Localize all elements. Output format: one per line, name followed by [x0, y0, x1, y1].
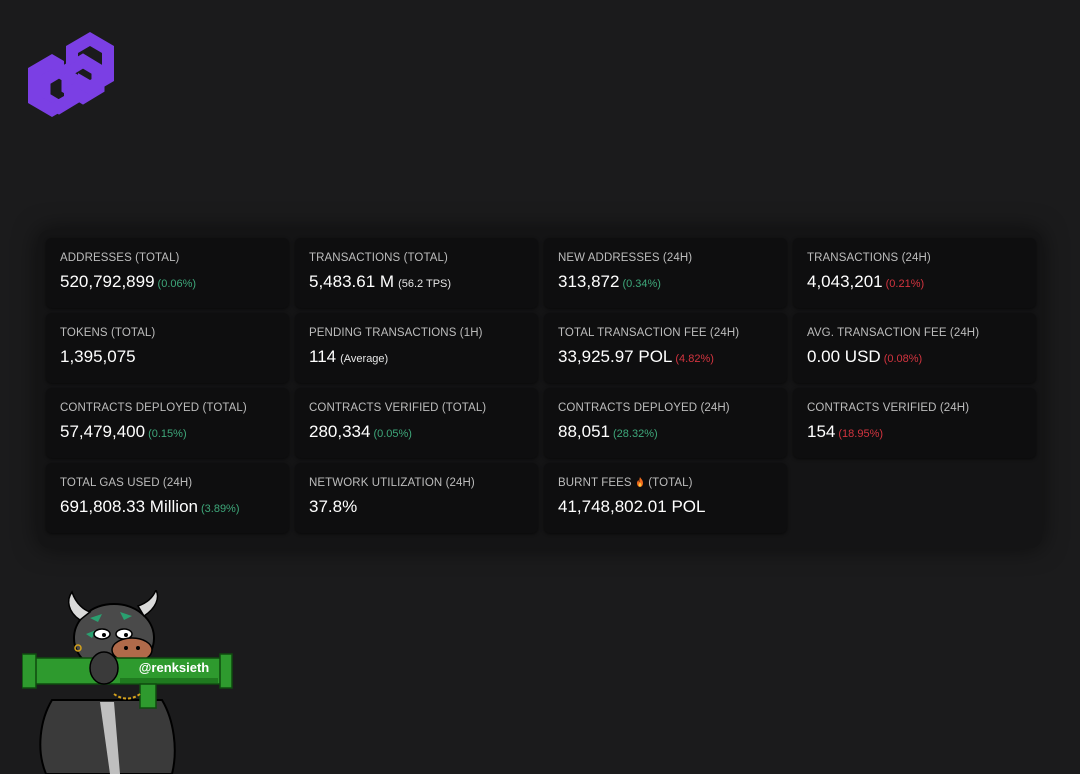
stat-label: TRANSACTIONS (24H) [807, 252, 931, 264]
stat-card-new-addresses-24h: NEW ADDRESSES (24H) 313,872 (0.34%) [544, 238, 787, 308]
stat-value: 691,808.33 Million [60, 497, 198, 516]
stat-change: (0.06%) [157, 278, 197, 290]
stat-card-pending-transactions-1h: PENDING TRANSACTIONS (1H) 114 (Average) [295, 313, 538, 383]
stat-change: (3.89%) [200, 503, 240, 515]
bull-mascot-icon: @renksieth [22, 590, 233, 774]
stat-card-contracts-verified-24h: CONTRACTS VERIFIED (24H) 154 (18.95%) [793, 388, 1036, 458]
stat-value: 1,395,075 [60, 347, 136, 366]
stat-note: (56.2 TPS) [398, 278, 452, 290]
stat-label: CONTRACTS DEPLOYED (24H) [558, 402, 730, 414]
stat-card-contracts-verified-total: CONTRACTS VERIFIED (TOTAL) 280,334 (0.05%… [295, 388, 538, 458]
stat-label: ADDRESSES (TOTAL) [60, 252, 180, 264]
stat-value: 0.00 USD [807, 347, 881, 366]
stat-label: BURNT FEES (TOTAL) [558, 477, 773, 491]
stat-card-burnt-fees-total: BURNT FEES (TOTAL) 41,748,802.01 POL [544, 463, 787, 533]
stat-change: (0.05%) [373, 428, 412, 440]
fire-icon [636, 477, 643, 487]
stat-card-network-utilization-24h: NETWORK UTILIZATION (24H) 37.8% [295, 463, 538, 533]
stat-change: (0.08%) [883, 353, 923, 365]
stat-card-avg-transaction-fee-24h: AVG. TRANSACTION FEE (24H) 0.00 USD (0.08… [793, 313, 1036, 383]
stat-change: (28.32%) [613, 428, 658, 440]
stat-note: (Average) [340, 353, 389, 365]
stat-value: 88,051 [558, 422, 610, 441]
stat-label-suffix: (TOTAL) [648, 477, 693, 489]
stat-label: TRANSACTIONS (TOTAL) [309, 252, 448, 264]
stat-label: PENDING TRANSACTIONS (1H) [309, 327, 483, 339]
stat-change: (4.82%) [675, 353, 714, 365]
stat-value: 4,043,201 [807, 272, 883, 291]
stat-card-transactions-24h: TRANSACTIONS (24H) 4,043,201 (0.21%) [793, 238, 1036, 308]
stat-value: 5,483.61 M [309, 272, 395, 291]
stat-value: 280,334 [309, 422, 371, 441]
stat-value: 37.8% [309, 497, 358, 516]
stat-value: 313,872 [558, 272, 620, 291]
stat-label: CONTRACTS DEPLOYED (TOTAL) [60, 402, 247, 414]
stat-change: (0.34%) [622, 278, 661, 290]
stats-grid: ADDRESSES (TOTAL) 520,792,899 (0.06%) TRA… [46, 238, 1036, 533]
stat-label: CONTRACTS VERIFIED (TOTAL) [309, 402, 487, 414]
stat-change: (0.21%) [885, 278, 925, 290]
stat-label: CONTRACTS VERIFIED (24H) [807, 402, 970, 414]
stat-card-total-transaction-fee-24h: TOTAL TRANSACTION FEE (24H) 33,925.97 PO… [544, 313, 787, 383]
stat-value: 57,479,400 [60, 422, 146, 441]
stat-label: TOKENS (TOTAL) [60, 327, 156, 339]
stat-value: 154 [807, 422, 836, 441]
stat-label-text: BURNT FEES [558, 477, 632, 489]
stat-card-contracts-deployed-24h: CONTRACTS DEPLOYED (24H) 88,051 (28.32%) [544, 388, 787, 458]
stat-value: 33,925.97 POL [558, 347, 673, 366]
stat-label: TOTAL TRANSACTION FEE (24H) [558, 327, 740, 339]
stat-card-contracts-deployed-total: CONTRACTS DEPLOYED (TOTAL) 57,479,400 (0.… [46, 388, 289, 458]
stat-card-addresses-total: ADDRESSES (TOTAL) 520,792,899 (0.06%) [46, 238, 289, 308]
stat-value: 520,792,899 [60, 272, 155, 291]
stat-card-transactions-total: TRANSACTIONS (TOTAL) 5,483.61 M (56.2 TPS… [295, 238, 538, 308]
stat-card-total-gas-used-24h: TOTAL GAS USED (24H) 691,808.33 Million(… [46, 463, 289, 533]
polygon-logo-icon [28, 32, 114, 117]
stat-change: (18.95%) [838, 428, 884, 440]
stat-value: 114 [309, 347, 337, 366]
mascot-handle: @renksieth [139, 660, 210, 675]
stat-label: AVG. TRANSACTION FEE (24H) [807, 327, 980, 339]
stat-change: (0.15%) [148, 428, 187, 440]
stat-label: NETWORK UTILIZATION (24H) [309, 477, 475, 489]
stat-label: TOTAL GAS USED (24H) [60, 477, 193, 489]
stat-card-tokens-total: TOKENS (TOTAL) 1,395,075 [46, 313, 289, 383]
stat-value: 41,748,802.01 POL [558, 497, 706, 516]
stats-panel: ADDRESSES (TOTAL) 520,792,899 (0.06%) TRA… [38, 230, 1042, 548]
stat-label: NEW ADDRESSES (24H) [558, 252, 693, 264]
